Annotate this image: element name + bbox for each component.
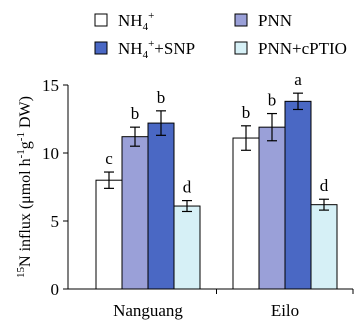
legend: NH4+ PNN NH4++SNP PNN+cPTIO bbox=[94, 10, 347, 61]
significance-letter: c bbox=[105, 149, 113, 168]
legend-swatch bbox=[234, 41, 248, 55]
significance-letter: b bbox=[157, 88, 166, 107]
bar bbox=[258, 126, 286, 290]
bar bbox=[95, 179, 123, 290]
y-axis-title: 15N influx (μmol h-1g-1 DW) bbox=[15, 96, 34, 278]
bar bbox=[173, 205, 201, 290]
legend-label: PNN bbox=[258, 11, 292, 30]
legend-swatch bbox=[234, 13, 248, 27]
significance-letter: d bbox=[183, 178, 192, 197]
legend-label: NH4++SNP bbox=[118, 38, 195, 61]
y-tick-label: 15 bbox=[42, 76, 59, 95]
significance-letter: b bbox=[242, 103, 251, 122]
significance-letter: b bbox=[131, 104, 140, 123]
y-tick-label: 5 bbox=[51, 212, 60, 231]
legend-swatch bbox=[94, 41, 108, 55]
legend-swatch bbox=[94, 13, 108, 27]
y-axis-label: 15N influx (μmol h-1g-1 DW) bbox=[15, 96, 34, 278]
legend-label: PNN+cPTIO bbox=[258, 39, 347, 58]
legend-label: NH4+ bbox=[118, 10, 154, 33]
bars bbox=[95, 92, 338, 290]
significance-letter: a bbox=[294, 70, 302, 89]
x-tick-label: Nanguang bbox=[113, 301, 183, 320]
bar bbox=[310, 204, 338, 290]
bar bbox=[121, 136, 149, 290]
y-tick-label: 0 bbox=[51, 280, 60, 299]
x-tick-label: Eilo bbox=[271, 301, 299, 320]
bar bbox=[284, 100, 312, 290]
bar bbox=[147, 122, 175, 290]
axes: 0 5 10 15 Nanguang Eilo bbox=[42, 76, 354, 320]
significance-letter: d bbox=[320, 176, 329, 195]
bar bbox=[232, 137, 260, 290]
y-tick-label: 10 bbox=[42, 144, 59, 163]
significance-letter: b bbox=[268, 91, 277, 110]
